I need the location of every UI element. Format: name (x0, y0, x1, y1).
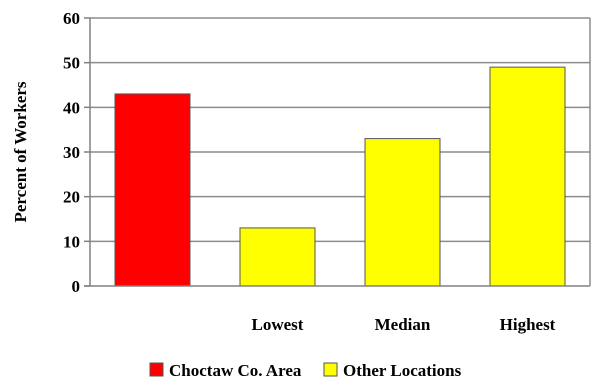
x-axis-ticks: Lowest Median Highest (252, 315, 556, 334)
legend: Choctaw Co. Area Other Locations (149, 361, 462, 380)
y-axis-label: Percent of Workers (11, 81, 30, 222)
bar-lowest (239, 227, 316, 287)
legend-label: Choctaw Co. Area (169, 361, 302, 380)
y-tick-label: 0 (72, 277, 81, 296)
y-tick-label: 10 (63, 232, 80, 251)
y-tick-label: 60 (63, 9, 80, 28)
legend-swatch (149, 362, 164, 377)
y-axis-ticks: 0 10 20 30 40 50 60 (63, 9, 90, 296)
axes (84, 18, 591, 287)
y-tick-label: 40 (63, 98, 80, 117)
x-tick-label: Highest (500, 315, 556, 334)
y-tick-label: 30 (63, 143, 80, 162)
bars (114, 66, 566, 287)
x-tick-label: Median (375, 315, 431, 334)
x-tick-label: Lowest (252, 315, 304, 334)
bar-choctaw-co-area (114, 93, 191, 287)
bar-median (364, 138, 441, 287)
bar-highest (489, 66, 566, 287)
y-tick-label: 50 (63, 54, 80, 73)
legend-label: Other Locations (343, 361, 462, 380)
legend-swatch (323, 362, 338, 377)
y-tick-label: 20 (63, 188, 80, 207)
